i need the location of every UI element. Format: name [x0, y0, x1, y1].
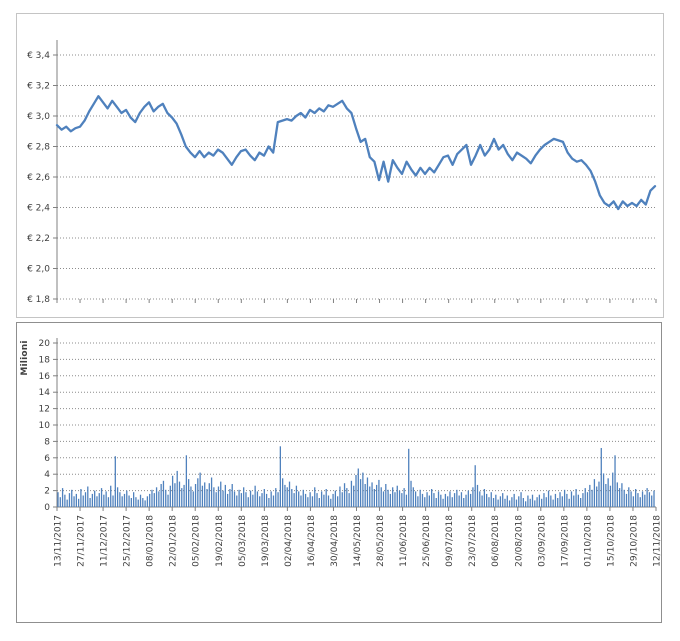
- volume-chart-panel: [16, 322, 662, 623]
- price-chart-panel: [16, 13, 664, 318]
- volume-axis-title: Milioni: [20, 340, 30, 376]
